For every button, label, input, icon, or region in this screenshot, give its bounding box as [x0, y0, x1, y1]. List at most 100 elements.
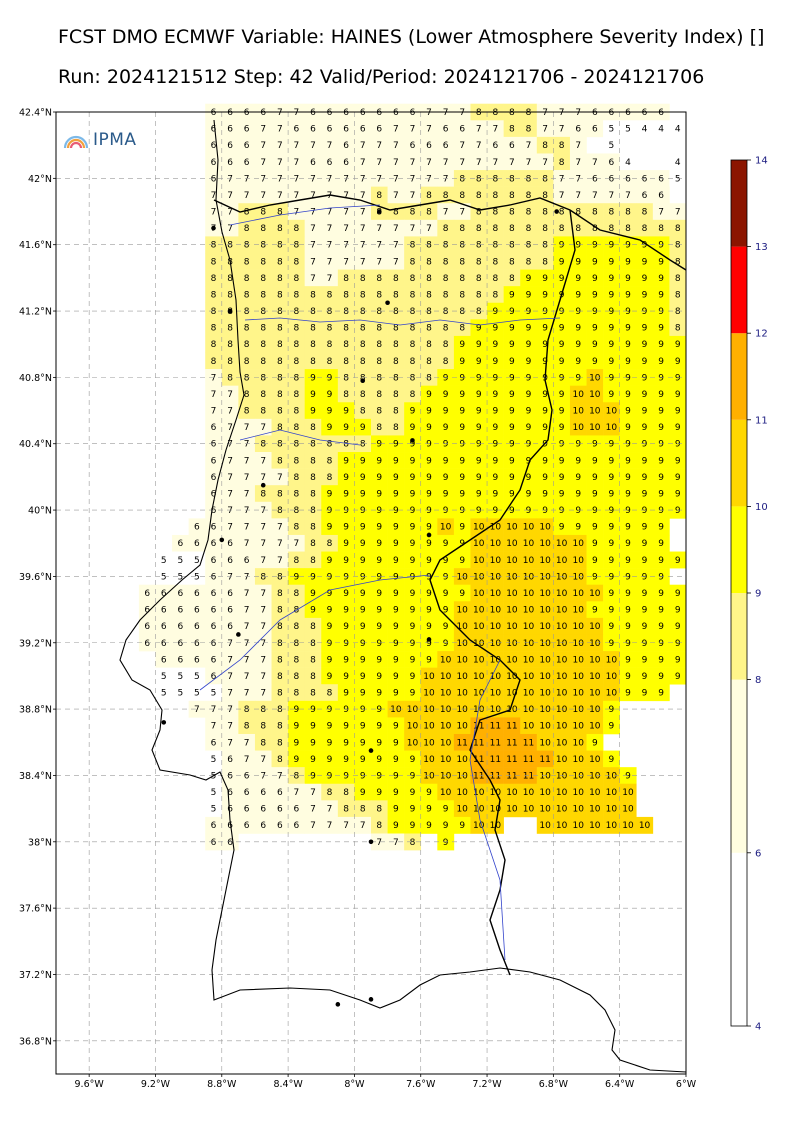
haines-value: 10 — [490, 639, 502, 649]
haines-value: 7 — [227, 423, 233, 433]
haines-value: 8 — [559, 158, 565, 168]
haines-cell — [387, 717, 405, 735]
haines-value: 9 — [526, 340, 532, 350]
haines-value: 9 — [559, 473, 565, 483]
haines-value: 9 — [609, 373, 615, 383]
haines-value: 8 — [227, 357, 233, 367]
haines-cell — [271, 584, 289, 602]
haines-value: 7 — [675, 208, 681, 218]
haines-cell — [453, 651, 471, 668]
haines-cell — [586, 800, 604, 818]
haines-value: 8 — [360, 373, 366, 383]
haines-cell — [354, 335, 372, 353]
haines-cell — [636, 219, 654, 237]
haines-value: 9 — [343, 473, 349, 483]
haines-value: 10 — [473, 606, 485, 616]
haines-value: 9 — [410, 622, 416, 632]
haines-value: 10 — [490, 655, 502, 665]
haines-value: 8 — [310, 489, 316, 499]
haines-value: 8 — [410, 373, 416, 383]
haines-cell — [238, 584, 256, 602]
haines-cell — [420, 468, 438, 486]
haines-cell — [387, 352, 405, 370]
haines-value: 6 — [592, 125, 598, 135]
haines-value: 9 — [609, 473, 615, 483]
haines-cell — [271, 335, 289, 353]
haines-cell — [387, 601, 405, 619]
haines-value: 9 — [592, 489, 598, 499]
haines-cell — [520, 418, 538, 436]
haines-value: 9 — [675, 440, 681, 450]
haines-cell — [520, 783, 538, 801]
haines-cell — [254, 717, 272, 735]
city-marker — [385, 300, 390, 306]
haines-value: 10 — [523, 523, 535, 533]
haines-cell — [354, 136, 372, 154]
haines-value: 7 — [410, 158, 416, 168]
haines-value: 8 — [343, 340, 349, 350]
haines-value: 7 — [310, 191, 316, 201]
haines-cell — [371, 120, 388, 138]
haines-cell — [553, 651, 571, 668]
haines-value: 9 — [376, 606, 382, 616]
haines-cell — [404, 468, 422, 486]
haines-value: 9 — [393, 821, 399, 831]
haines-value: 9 — [642, 423, 648, 433]
haines-cell-layer: 6 6 6 6 7 7 6 6 6 6 6 6 6 7 7 7 8 8 8 8 7 7 7 6 6 6 6 66 6 6 7 7 6 6 6 6 6 6 7… — [138, 103, 687, 851]
haines-value: 9 — [426, 788, 432, 798]
haines-cell — [503, 551, 521, 569]
haines-value: 6 — [227, 622, 233, 632]
haines-cell — [553, 352, 571, 370]
haines-cell — [371, 418, 388, 436]
haines-value: 10 — [606, 407, 618, 417]
haines-value: 8 — [277, 655, 283, 665]
haines-cell — [487, 601, 504, 619]
haines-value: 8 — [294, 440, 300, 450]
haines-cell — [536, 667, 554, 685]
haines-cell — [520, 402, 538, 420]
haines-value: 8 — [459, 191, 465, 201]
haines-cell — [669, 418, 687, 436]
haines-value: 9 — [542, 274, 548, 284]
haines-cell — [238, 269, 256, 287]
haines-value: 7 — [244, 589, 250, 599]
haines-cell — [669, 269, 687, 287]
haines-cell — [520, 269, 538, 287]
haines-value: 9 — [443, 556, 449, 566]
haines-value: 8 — [376, 407, 382, 417]
haines-value: 8 — [227, 324, 233, 334]
lon-label: 9.6°W — [75, 1079, 105, 1090]
colorbar-label: 11 — [755, 415, 768, 426]
haines-cell — [553, 385, 571, 403]
haines-cell — [337, 601, 355, 619]
lat-label: 36.8°N — [19, 1036, 52, 1047]
haines-cell — [238, 418, 256, 436]
haines-cell — [304, 236, 322, 254]
haines-value: 9 — [327, 589, 333, 599]
haines-cell — [503, 252, 521, 270]
haines-cell — [586, 335, 604, 353]
haines-cell — [636, 252, 654, 270]
haines-cell — [619, 601, 637, 619]
haines-value: 6 — [211, 838, 217, 848]
haines-value: 9 — [642, 539, 648, 549]
haines-value: 10 — [490, 805, 502, 815]
haines-cell — [569, 684, 587, 702]
haines-cell — [603, 153, 620, 171]
haines-value: 9 — [360, 705, 366, 715]
haines-cell — [321, 485, 339, 503]
haines-cell — [603, 518, 620, 536]
haines-cell — [569, 385, 587, 403]
haines-cell — [337, 733, 355, 751]
haines-value: 6 — [227, 771, 233, 781]
haines-cell — [337, 418, 355, 436]
haines-cell — [404, 584, 422, 602]
haines-value: 7 — [227, 672, 233, 682]
haines-cell — [321, 452, 339, 469]
haines-value: 9 — [625, 241, 631, 251]
lon-label: 9.2°W — [141, 1079, 171, 1090]
haines-cell — [619, 435, 637, 453]
haines-cell — [470, 584, 488, 602]
haines-cell — [569, 800, 587, 818]
haines-value: 6 — [244, 125, 250, 135]
